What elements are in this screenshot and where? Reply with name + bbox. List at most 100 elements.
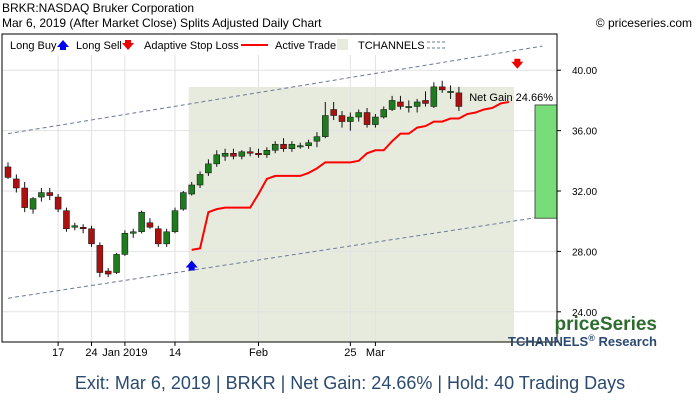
y-tick-label: 28.00 [572, 247, 597, 258]
candle [305, 139, 312, 149]
candle [438, 80, 446, 93]
candle-body [372, 116, 379, 125]
candle [13, 174, 20, 193]
candle-body [455, 92, 463, 107]
candle [430, 82, 438, 108]
candle-body [322, 115, 329, 137]
candle [180, 191, 187, 211]
candle [79, 224, 87, 234]
candle-body [21, 187, 28, 208]
candle [338, 111, 346, 128]
candle [313, 132, 321, 148]
x-tick-label: 24 [85, 347, 97, 359]
candle-body [180, 192, 187, 210]
legend-long-buy-icon [57, 40, 69, 50]
candle [405, 100, 413, 113]
candle [388, 95, 396, 111]
candle [4, 162, 12, 179]
candle-body [388, 100, 396, 110]
candle-body [188, 184, 195, 195]
candle-body [355, 112, 362, 118]
candle-body [397, 101, 404, 107]
candle [146, 218, 154, 229]
candle-body [121, 233, 129, 255]
candle-body [430, 86, 438, 107]
candle-body [13, 178, 20, 189]
candle-body [280, 143, 287, 149]
brand-tagline-name: TCHANNELS [508, 334, 588, 349]
candle [355, 109, 362, 122]
candle [413, 98, 421, 113]
candle-body [447, 91, 454, 93]
long-sell-arrow-icon [511, 58, 524, 69]
candle-body [113, 254, 120, 273]
legend-active-trade-swatch [337, 39, 348, 50]
adaptive-stop-loss-line [191, 100, 510, 251]
candle [46, 188, 53, 201]
candle [163, 228, 170, 247]
candle [347, 112, 354, 131]
candle [221, 148, 229, 161]
candle-body [363, 112, 371, 125]
candle [271, 141, 279, 154]
candle [380, 106, 387, 119]
candle-body [63, 210, 70, 230]
x-tick-label: 17 [52, 347, 64, 359]
long-buy-arrow-icon [185, 260, 198, 271]
candle [280, 138, 287, 152]
candle-body [171, 210, 179, 233]
candle [263, 147, 271, 158]
candle-body [297, 145, 304, 148]
candle [288, 141, 296, 152]
candle-body [380, 109, 387, 118]
candle-body [96, 245, 104, 273]
brand-tagline-reg: ® [588, 333, 595, 343]
candle [54, 194, 62, 213]
candlestick-chart: Net Gain 24.66% 40.00 36.00 32.00 28.00 24.0… [1, 33, 657, 359]
candle [63, 207, 70, 232]
candle [205, 159, 212, 176]
legend: Long Buy Long Sell Adaptive Stop Loss Activ… [3, 35, 447, 55]
candle-body [71, 225, 79, 228]
candle-body [130, 231, 137, 234]
legend-long-buy-label: Long Buy [10, 40, 57, 52]
candle-body [88, 228, 95, 245]
candle [29, 197, 37, 214]
brand-tagline: TCHANNELS® Research [508, 333, 657, 349]
y-tick-label: 32.00 [572, 187, 597, 198]
candle-body [413, 101, 421, 107]
candle [422, 91, 429, 107]
y-tick-label: 36.00 [572, 127, 597, 138]
candle-body [146, 222, 154, 228]
legend-tchannels-label: TCHANNELS [358, 40, 425, 52]
candle [113, 252, 120, 275]
candle [213, 150, 220, 167]
candle-body [338, 115, 346, 122]
candle-body [263, 150, 271, 156]
brand-name: priceSeries [555, 314, 657, 335]
candle-body [405, 106, 413, 108]
candle-body [305, 142, 312, 146]
chart-subtitle: Mar 6, 2019 (After Market Close) Splits … [2, 16, 322, 30]
x-axis: 17 24 Jan 2019 14 Feb 25 Mar [52, 342, 385, 359]
candle-body [238, 151, 246, 157]
candle [138, 210, 145, 234]
legend-long-sell-icon [122, 40, 134, 50]
active-trade-zone [188, 87, 514, 342]
candle [121, 230, 129, 256]
candle-body [422, 100, 429, 104]
candle-body [138, 211, 145, 233]
candle [363, 107, 371, 128]
candle [255, 148, 262, 158]
candle [104, 268, 112, 278]
legend-long-sell-label: Long Sell [76, 40, 122, 52]
candle-body [79, 227, 87, 230]
candle-body [213, 154, 220, 165]
candle-body [313, 136, 321, 142]
candle [88, 225, 95, 247]
tchannel-upper-line [7, 45, 543, 135]
candle-body [54, 196, 62, 210]
candle-body [255, 153, 262, 156]
chart-grid [2, 34, 557, 342]
tchannel-lower-line [7, 216, 543, 299]
